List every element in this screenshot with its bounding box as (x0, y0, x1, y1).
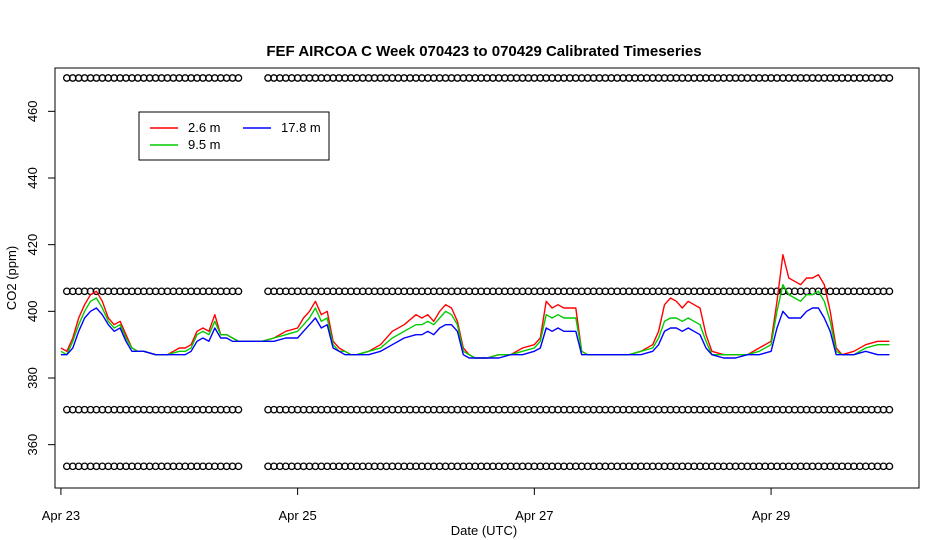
x-tick-label: Apr 23 (42, 508, 80, 523)
x-tick-label: Apr 29 (752, 508, 790, 523)
flag-marker (885, 405, 894, 414)
y-tick-label: 360 (25, 434, 40, 456)
series-line-2 (60, 307, 890, 359)
flag-marker (885, 287, 894, 296)
flag-markers (62, 74, 894, 471)
y-tick-label: 460 (25, 100, 40, 122)
x-tick-label: Apr 25 (278, 508, 316, 523)
flag-marker (885, 462, 894, 471)
flag-marker (885, 74, 894, 82)
x-tick-label: Apr 27 (515, 508, 553, 523)
legend-label: 17.8 m (281, 120, 321, 135)
legend-label: 9.5 m (188, 137, 221, 152)
series-lines (60, 253, 890, 359)
flag-marker (234, 405, 243, 414)
x-axis-label: Date (UTC) (451, 523, 517, 538)
y-tick-label: 400 (25, 300, 40, 322)
legend: 2.6 m 9.5 m 17.8 m (138, 111, 330, 161)
series-line-1 (60, 284, 890, 359)
legend-label: 2.6 m (188, 120, 221, 135)
chart-title: FEF AIRCOA C Week 070423 to 070429 Calib… (266, 43, 701, 60)
y-axis-label: CO2 (ppm) (4, 246, 19, 310)
y-tick-label: 380 (25, 367, 40, 389)
y-tick-label: 420 (25, 234, 40, 256)
series-line-0 (60, 253, 890, 359)
y-tick-label: 440 (25, 167, 40, 189)
legend-box (138, 111, 330, 161)
plot-frame (54, 67, 920, 489)
flag-marker (234, 74, 243, 82)
x-axis: Apr 23 Apr 25 Apr 27 Apr 29 (42, 488, 790, 523)
flag-marker (234, 287, 243, 296)
y-axis: 360 380 400 420 440 460 (25, 100, 55, 456)
flag-marker (234, 462, 243, 471)
